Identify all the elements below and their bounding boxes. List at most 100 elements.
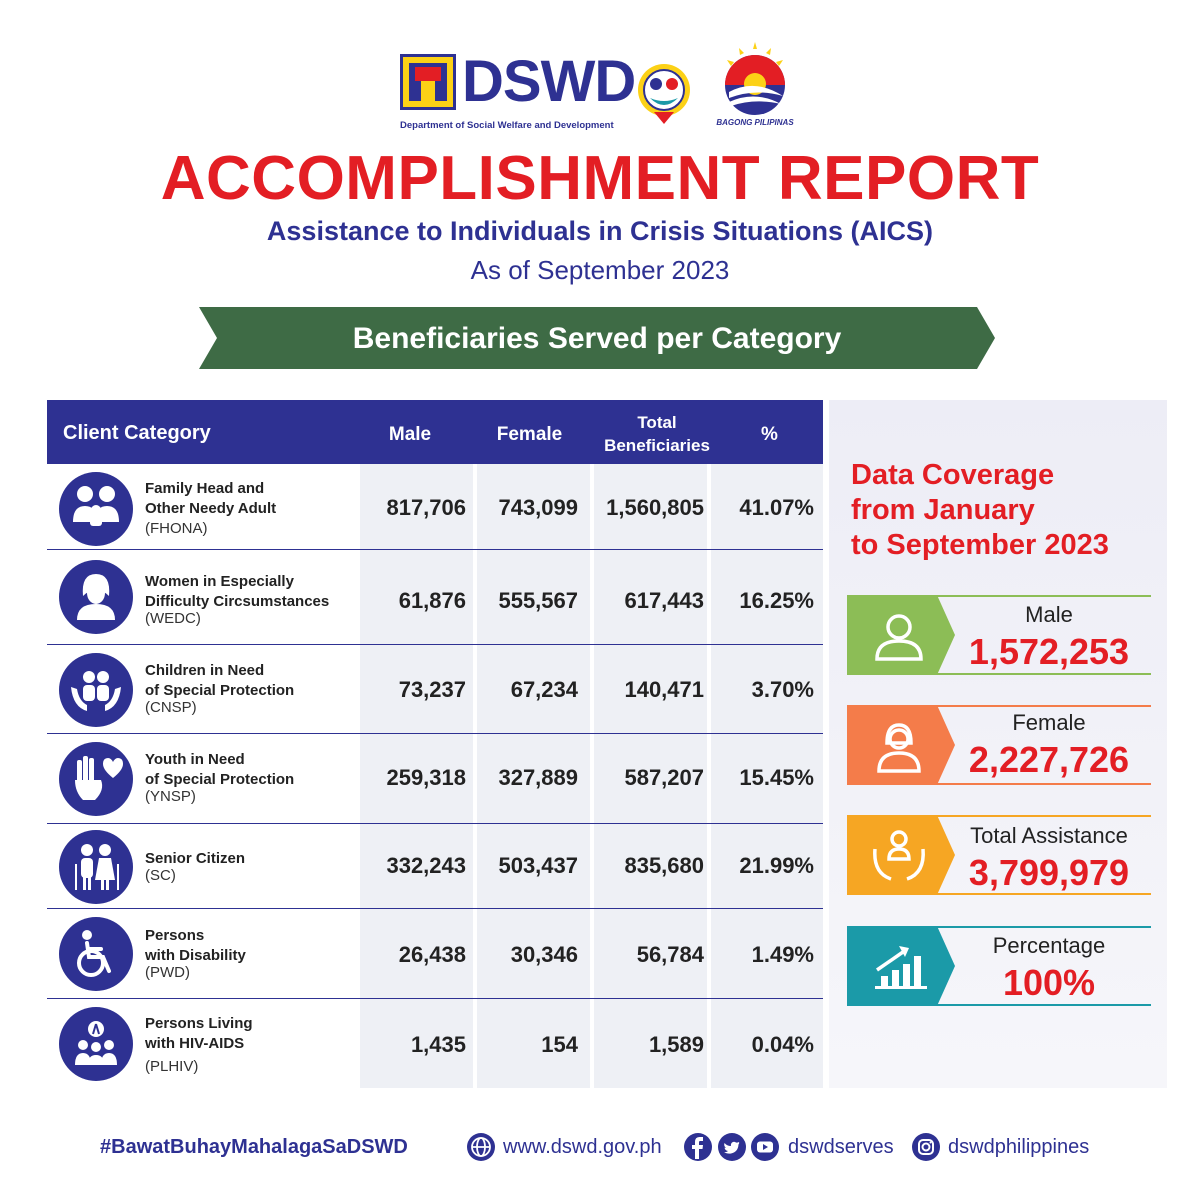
section-banner-label: Beneficiaries Served per Category bbox=[352, 322, 842, 355]
row-female: 67,234 bbox=[510, 677, 578, 702]
dswd-emblem-icon bbox=[400, 54, 456, 110]
stat-percentage-value: 100% bbox=[1002, 962, 1096, 1003]
row-total: 1,589 bbox=[648, 1032, 704, 1057]
row-total: 835,680 bbox=[624, 853, 704, 878]
hiv-ribbon-group-icon bbox=[59, 1007, 133, 1081]
header-total-line1: Total bbox=[637, 413, 677, 432]
row-male: 73,237 bbox=[398, 677, 466, 702]
female-user-icon bbox=[847, 705, 955, 785]
header-female: Female bbox=[496, 424, 563, 445]
row-total: 617,443 bbox=[624, 588, 704, 613]
beneficiaries-table: Client Category Male Female Total Benefi… bbox=[47, 400, 823, 1088]
stat-female-value: 2,227,726 bbox=[968, 739, 1130, 780]
growth-chart-icon bbox=[847, 926, 955, 1006]
table-row: Children in Need of Special Protection (… bbox=[47, 645, 823, 734]
row-percent: 0.04% bbox=[751, 1032, 814, 1057]
seal-icon bbox=[636, 60, 692, 128]
stat-female: Female 2,227,726 bbox=[847, 705, 1151, 785]
youtube-icon[interactable] bbox=[751, 1133, 779, 1161]
table-row: Persons Living with HIV-AIDS (PLHIV) 1,4… bbox=[47, 999, 823, 1088]
row-female: 503,437 bbox=[498, 853, 578, 878]
row-female: 555,567 bbox=[498, 588, 578, 613]
senior-couple-icon bbox=[59, 830, 133, 904]
header-client-category: Client Category bbox=[63, 422, 211, 444]
youth-hands-heart-icon bbox=[59, 742, 133, 816]
section-banner: Beneficiaries Served per Category bbox=[199, 307, 995, 369]
hands-person-icon bbox=[847, 815, 955, 895]
row-male: 332,243 bbox=[386, 853, 466, 878]
stat-total-assistance: Total Assistance 3,799,979 bbox=[847, 815, 1151, 895]
children-hands-icon bbox=[59, 653, 133, 727]
wheelchair-icon bbox=[59, 917, 133, 991]
stat-percentage-label: Percentage bbox=[992, 933, 1106, 958]
table-row: Family Head and Other Needy Adult (FHONA… bbox=[47, 464, 823, 550]
stat-total-label: Total Assistance bbox=[970, 823, 1128, 848]
row-category-name: Senior Citizen (SC) bbox=[145, 850, 246, 884]
male-column-bg bbox=[360, 464, 473, 1088]
bagong-pilipinas-logo: BAGONG PILIPINAS bbox=[715, 40, 795, 130]
website-link[interactable]: www.dswd.gov.ph bbox=[503, 1136, 662, 1158]
header-total-line2: Beneficiaries bbox=[604, 436, 710, 455]
row-category-name: Persons with Disability (PWD) bbox=[145, 927, 246, 981]
data-coverage-heading: Data Coverage from January to September … bbox=[851, 459, 1109, 561]
stat-male-label: Male bbox=[1025, 602, 1073, 627]
header-percent: % bbox=[761, 424, 778, 445]
report-title: ACCOMPLISHMENT REPORT bbox=[160, 144, 1040, 213]
header-male: Male bbox=[388, 424, 432, 445]
row-total: 56,784 bbox=[636, 942, 704, 967]
summary-panel: Data Coverage from January to September … bbox=[829, 400, 1167, 1088]
dswd-full-name: Department of Social Welfare and Develop… bbox=[400, 120, 614, 131]
male-user-icon bbox=[847, 595, 955, 675]
dswd-logo: DSWD Department of Social Welfare and De… bbox=[400, 49, 636, 132]
report-subtitle: Assistance to Individuals in Crisis Situ… bbox=[266, 216, 934, 246]
row-percent: 3.70% bbox=[751, 677, 814, 702]
row-category-name: Children in Need of Special Protection (… bbox=[145, 662, 295, 716]
stat-male-value: 1,572,253 bbox=[968, 631, 1130, 672]
globe-icon bbox=[467, 1133, 495, 1161]
row-female: 327,889 bbox=[498, 765, 578, 790]
total-column-bg bbox=[594, 464, 707, 1088]
row-percent: 41.07% bbox=[739, 495, 814, 520]
row-male: 259,318 bbox=[386, 765, 466, 790]
instagram-icon[interactable] bbox=[912, 1133, 940, 1161]
bagong-pilipinas-label: BAGONG PILIPINAS bbox=[716, 118, 794, 127]
social-handle[interactable]: dswdserves bbox=[788, 1136, 894, 1158]
stat-percentage: Percentage 100% bbox=[847, 926, 1151, 1006]
row-female: 30,346 bbox=[510, 942, 578, 967]
row-percent: 21.99% bbox=[739, 853, 814, 878]
row-male: 26,438 bbox=[398, 942, 466, 967]
row-female: 743,099 bbox=[498, 495, 578, 520]
row-percent: 15.45% bbox=[739, 765, 814, 790]
row-male: 817,706 bbox=[386, 495, 466, 520]
footer: #BawatBuhayMahalagaSaDSWD www.dswd.gov.p… bbox=[0, 1128, 1200, 1168]
row-category-name: Youth in Need of Special Protection (YNS… bbox=[145, 751, 295, 805]
row-category-name: Family Head and Other Needy Adult (FHONA… bbox=[145, 480, 277, 537]
family-icon bbox=[59, 472, 133, 546]
row-percent: 1.49% bbox=[751, 942, 814, 967]
table-row: Senior Citizen (SC) 332,243 503,437 835,… bbox=[47, 824, 823, 909]
report-date: As of September 2023 bbox=[470, 255, 730, 285]
stat-female-label: Female bbox=[1012, 710, 1086, 735]
table-row: Women in Especially Difficulty Circsumst… bbox=[47, 550, 823, 645]
row-total: 1,560,805 bbox=[606, 495, 704, 520]
facebook-icon[interactable] bbox=[684, 1133, 712, 1161]
row-total: 140,471 bbox=[624, 677, 704, 702]
stat-male: Male 1,572,253 bbox=[847, 595, 1151, 675]
twitter-icon[interactable] bbox=[718, 1133, 746, 1161]
table-row: Youth in Need of Special Protection (YNS… bbox=[47, 734, 823, 824]
table-row: Persons with Disability (PWD) 26,438 30,… bbox=[47, 909, 823, 999]
row-category-name: Persons Living with HIV-AIDS (PLHIV) bbox=[145, 1015, 253, 1075]
row-percent: 16.25% bbox=[739, 588, 814, 613]
header-total: Total Beneficiaries bbox=[587, 411, 727, 457]
dswd-wordmark: DSWD bbox=[462, 49, 636, 114]
instagram-handle[interactable]: dswdphilippines bbox=[948, 1136, 1090, 1158]
row-category-name: Women in Especially Difficulty Circsumst… bbox=[145, 573, 330, 627]
row-female: 154 bbox=[541, 1032, 578, 1057]
table-header: Client Category Male Female Total Benefi… bbox=[47, 400, 823, 464]
hashtag: #BawatBuhayMahalagaSaDSWD bbox=[100, 1136, 408, 1158]
row-male: 61,876 bbox=[398, 588, 466, 613]
woman-icon bbox=[59, 560, 133, 634]
stat-total-value: 3,799,979 bbox=[968, 852, 1130, 893]
female-column-bg bbox=[477, 464, 590, 1088]
row-total: 587,207 bbox=[624, 765, 704, 790]
